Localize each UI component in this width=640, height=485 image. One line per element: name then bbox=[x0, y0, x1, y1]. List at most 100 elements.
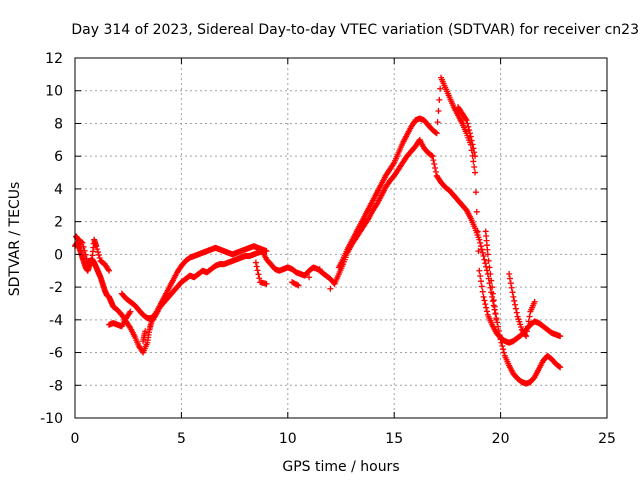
data-point bbox=[531, 298, 538, 305]
data-point bbox=[255, 271, 262, 278]
data-point bbox=[429, 153, 436, 160]
data-point bbox=[467, 133, 474, 140]
y-tick-label: 12 bbox=[45, 51, 63, 67]
data-point bbox=[94, 249, 101, 256]
data-point bbox=[512, 301, 519, 308]
data-point bbox=[492, 310, 499, 317]
data-point bbox=[476, 236, 483, 243]
y-tick-label: -10 bbox=[40, 411, 63, 427]
data-point bbox=[524, 323, 531, 330]
data-point bbox=[432, 168, 439, 175]
data-point bbox=[501, 349, 508, 356]
data-point bbox=[478, 246, 485, 253]
data-point bbox=[126, 309, 133, 316]
data-point bbox=[474, 228, 481, 235]
data-point bbox=[490, 297, 497, 304]
data-point bbox=[507, 280, 514, 287]
data-point bbox=[489, 298, 496, 305]
x-tick-label: 25 bbox=[598, 431, 616, 447]
y-tick-label: 0 bbox=[54, 247, 63, 263]
y-tick-label: -6 bbox=[49, 346, 63, 362]
data-point bbox=[478, 243, 485, 250]
tick-layer: 0 5 10 15 20 25 -10 -8 -6 -4 -2 0 2 4 6 8 10 12 bbox=[40, 51, 616, 447]
data-point bbox=[489, 293, 496, 300]
data-point bbox=[106, 267, 113, 274]
data-point bbox=[510, 293, 517, 300]
data-point bbox=[472, 169, 479, 176]
data-point bbox=[437, 85, 444, 92]
data-point bbox=[463, 117, 470, 124]
y-tick-label: -8 bbox=[49, 378, 63, 394]
data-point bbox=[316, 266, 323, 273]
data-point bbox=[522, 331, 529, 338]
data-point bbox=[96, 254, 103, 261]
data-point bbox=[480, 293, 487, 300]
data-layer bbox=[72, 74, 564, 387]
data-point bbox=[95, 252, 102, 259]
data-point bbox=[80, 243, 87, 250]
data-point bbox=[486, 264, 493, 271]
data-point bbox=[466, 127, 473, 133]
x-tick-label: 15 bbox=[385, 431, 403, 447]
data-point bbox=[478, 278, 485, 285]
data-point bbox=[512, 305, 519, 312]
data-point bbox=[482, 260, 489, 267]
data-point bbox=[485, 257, 492, 264]
data-point bbox=[513, 309, 520, 316]
data-point bbox=[483, 308, 490, 315]
data-point bbox=[487, 271, 494, 277]
data-point bbox=[105, 266, 112, 273]
data-point bbox=[490, 302, 497, 309]
data-point bbox=[500, 346, 507, 353]
data-point bbox=[471, 149, 478, 156]
data-point bbox=[557, 364, 564, 371]
data-point bbox=[523, 328, 530, 335]
data-point bbox=[79, 239, 86, 246]
y-tick-label: 4 bbox=[54, 182, 63, 198]
data-point bbox=[127, 308, 134, 315]
data-point bbox=[483, 263, 490, 270]
data-point bbox=[478, 283, 485, 290]
data-point bbox=[479, 249, 486, 256]
data-point bbox=[479, 288, 486, 295]
data-point bbox=[465, 123, 472, 130]
data-point bbox=[327, 285, 334, 292]
data-point bbox=[495, 323, 502, 330]
data-point bbox=[526, 313, 533, 320]
data-point bbox=[431, 161, 438, 168]
data-point bbox=[254, 267, 261, 274]
data-point bbox=[295, 282, 302, 289]
data-point bbox=[390, 161, 397, 168]
data-point bbox=[482, 301, 489, 308]
data-point bbox=[435, 108, 442, 115]
data-point bbox=[506, 275, 513, 282]
data-point bbox=[88, 256, 95, 263]
data-point bbox=[508, 284, 515, 291]
data-point bbox=[428, 152, 435, 159]
y-tick-label: 8 bbox=[54, 116, 63, 132]
data-point bbox=[473, 208, 480, 215]
data-point bbox=[436, 96, 443, 103]
data-point bbox=[511, 297, 518, 304]
data-point bbox=[557, 333, 564, 340]
y-tick-label: -4 bbox=[49, 313, 63, 329]
x-tick-label: 5 bbox=[177, 431, 186, 447]
data-point bbox=[434, 119, 441, 126]
data-point bbox=[488, 277, 495, 284]
data-point bbox=[481, 256, 488, 263]
data-point bbox=[432, 164, 439, 171]
data-point bbox=[470, 158, 477, 165]
chart-title: Day 314 of 2023, Sidereal Day-to-day VTE… bbox=[71, 22, 639, 38]
x-tick-label: 0 bbox=[71, 431, 80, 447]
x-axis-label: GPS time / hours bbox=[282, 459, 399, 475]
data-point bbox=[81, 247, 88, 254]
data-point bbox=[472, 153, 479, 160]
data-point bbox=[253, 263, 260, 270]
data-point bbox=[477, 239, 484, 246]
data-point bbox=[263, 280, 270, 287]
data-point bbox=[468, 137, 475, 144]
data-point bbox=[477, 272, 484, 279]
y-tick-label: 6 bbox=[54, 149, 63, 165]
y-axis-label: SDTVAR / TECUs bbox=[7, 182, 23, 297]
